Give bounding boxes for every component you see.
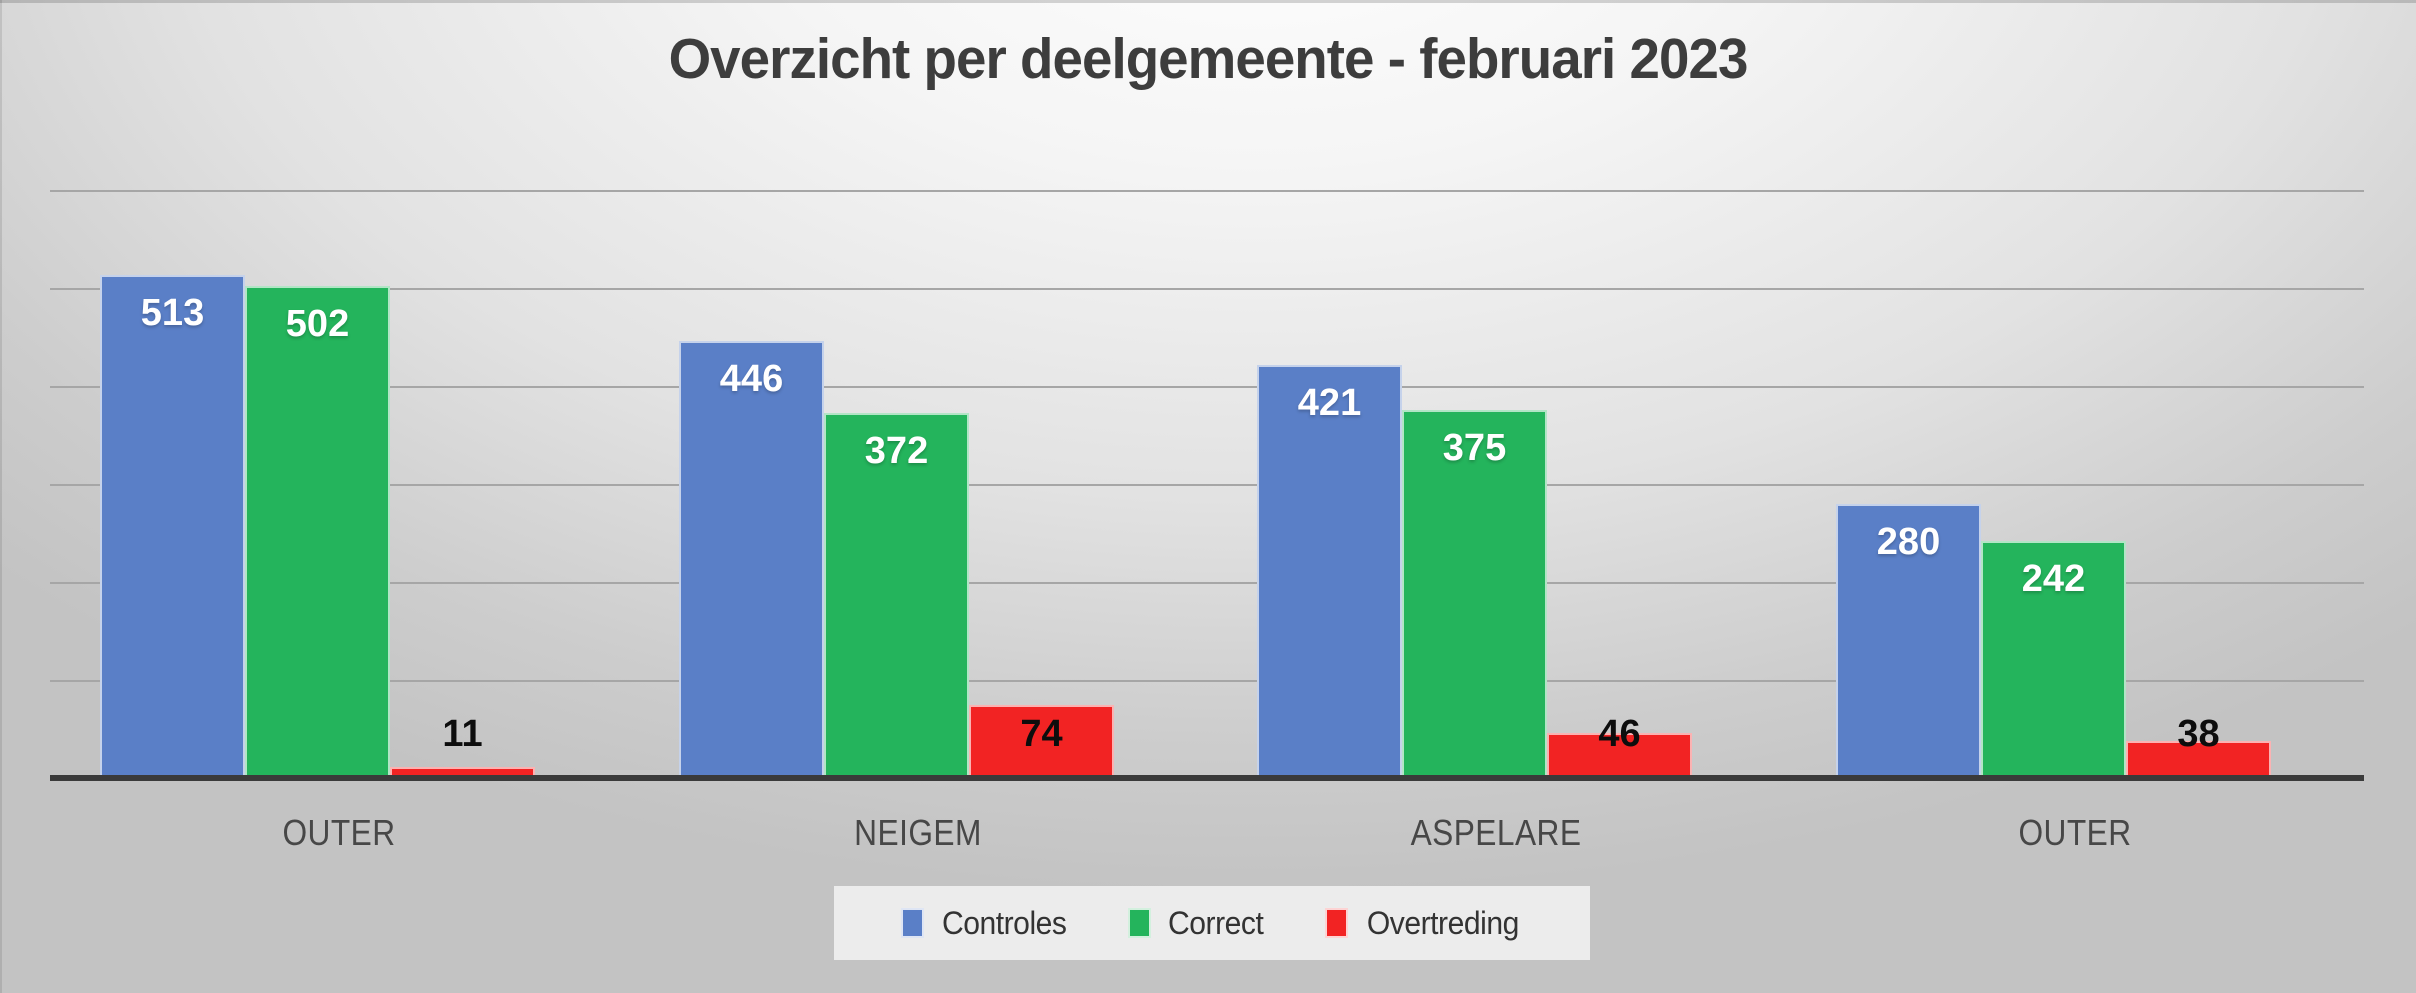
data-label-overtreding-2: 74 [1020,713,1063,755]
legend-label-controles: Controles [941,904,1067,941]
category-label-aspelare: ASPELARE [1410,812,1582,853]
legend-label-overtreding: Overtreding [1366,904,1519,941]
gridline-100 [50,680,2364,682]
bar-overtreding-outer-1 [390,767,535,778]
data-label-correct-1: 502 [285,303,350,345]
bar-correct-aspelare-3 [1402,410,1547,778]
data-label-overtreding-1: 11 [442,713,483,755]
legend-swatch-correct [1128,908,1152,938]
bar-controles-outer-4 [1836,504,1981,778]
data-label-correct-2: 372 [864,430,929,472]
data-label-controles-1: 513 [140,292,205,334]
bar-controles-neigem-2 [679,341,824,778]
category-label-outer-1: OUTER [282,812,396,853]
data-label-controles-3: 421 [1297,382,1362,424]
gridline-300 [50,484,2364,486]
x-axis-line [50,775,2364,781]
top-edge-shadow [0,0,2416,3]
data-label-controles-2: 446 [719,358,784,400]
legend: Controles Correct Overtreding [834,886,1590,960]
category-label-outer-2: OUTER [2018,812,2132,853]
bar-correct-outer-1 [245,286,390,778]
gridline-200 [50,582,2364,584]
data-label-correct-3: 375 [1442,427,1507,469]
legend-swatch-overtreding [1324,908,1348,938]
bar-correct-outer-4 [1981,541,2126,778]
data-label-overtreding-4: 38 [2177,713,2220,755]
bar-controles-outer-1 [100,275,245,778]
bar-overtreding-outer-4 [2126,741,2271,778]
gridline-600 [50,190,2364,192]
legend-item-controles: Controles [900,904,1070,942]
bar-overtreding-aspelare-3 [1547,733,1692,778]
legend-item-correct: Correct [1128,905,1266,942]
left-edge-shadow [0,0,2,993]
data-label-overtreding-3: 46 [1598,713,1641,755]
legend-label-correct: Correct [1168,904,1264,941]
data-label-controles-4: 280 [1876,521,1941,563]
gridline-500 [50,288,2364,290]
bar-correct-neigem-2 [824,413,969,778]
data-label-correct-4: 242 [2021,558,2086,600]
chart-title: Overzicht per deelgemeente - februari 20… [668,27,1749,91]
bar-controles-aspelare-3 [1257,365,1402,778]
gridline-400 [50,386,2364,388]
category-label-neigem: NEIGEM [854,812,982,853]
bar-overtreding-neigem-2 [969,705,1114,778]
legend-swatch-controles [900,908,924,938]
legend-item-overtreding: Overtreding [1324,904,1524,942]
